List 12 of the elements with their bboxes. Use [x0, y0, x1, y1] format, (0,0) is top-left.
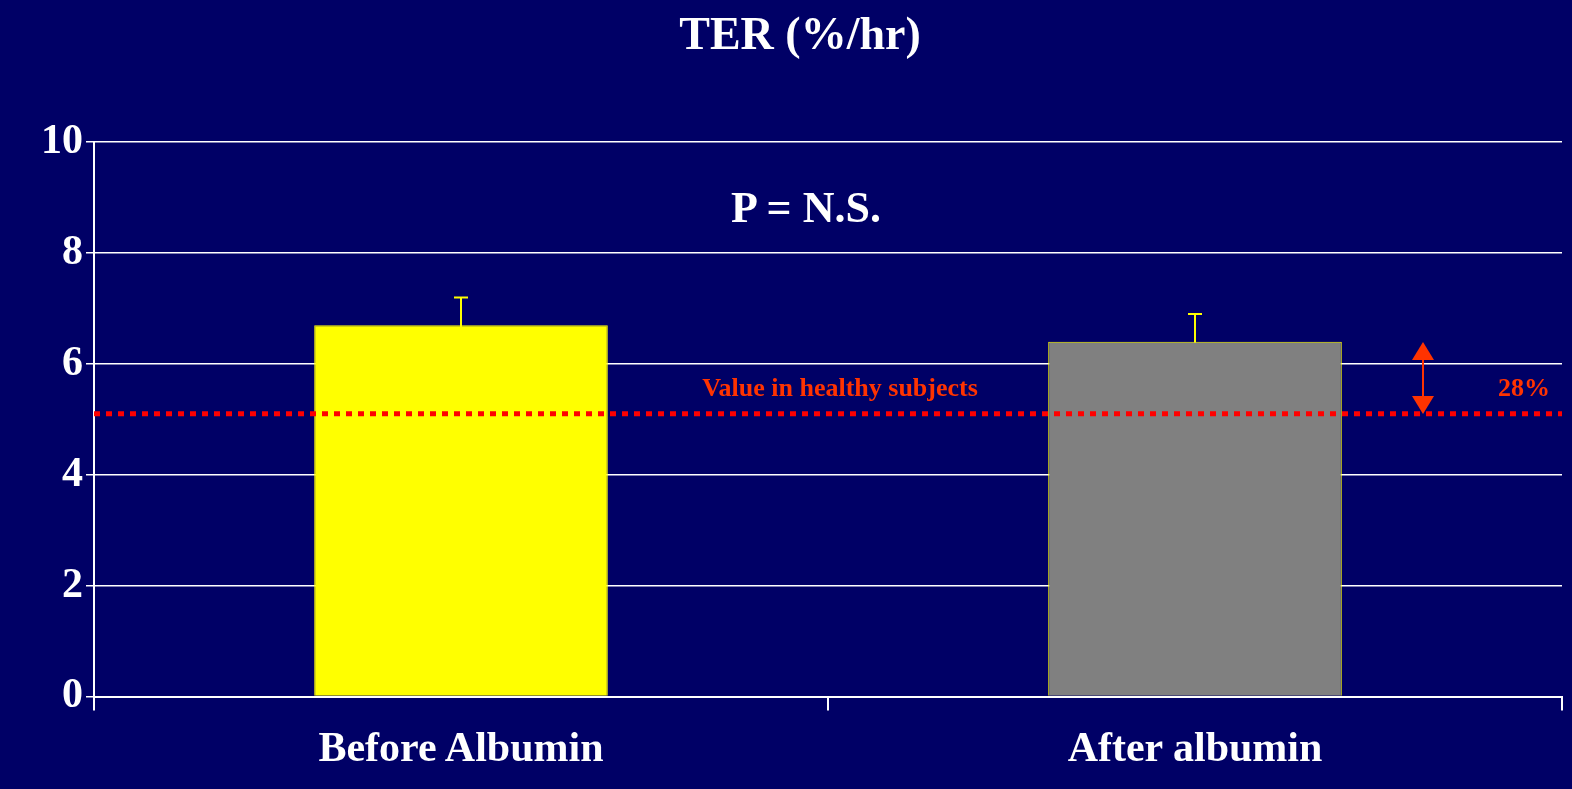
y-tick-label: 0: [62, 670, 83, 717]
y-tick-label: 8: [62, 226, 83, 273]
y-tick-label: 4: [62, 448, 83, 495]
ref-line-label: Value in healthy subjects: [702, 372, 978, 402]
y-tick-label: 2: [62, 559, 83, 606]
annotation: 28%: [1498, 372, 1550, 402]
chart-title: TER (%/hr): [679, 8, 921, 60]
x-tick-label: Before Albumin: [318, 723, 604, 770]
y-tick-label: 6: [62, 337, 83, 384]
y-tick-label: 10: [41, 116, 83, 163]
x-tick-label: After albumin: [1067, 723, 1323, 770]
annotation: P = N.S.: [731, 182, 881, 232]
